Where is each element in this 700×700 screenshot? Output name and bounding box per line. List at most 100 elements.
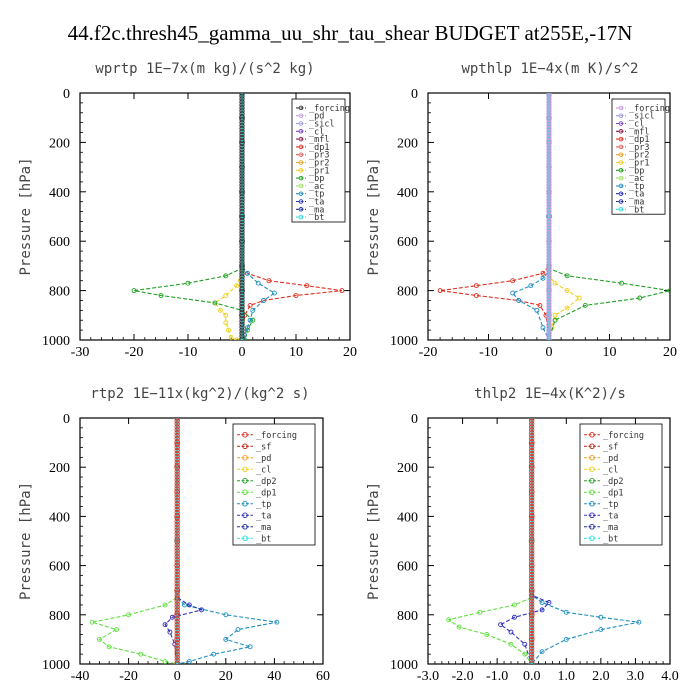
zero-line-marker <box>546 285 552 292</box>
series-marker <box>456 624 462 630</box>
zero-line-marker <box>529 610 535 616</box>
series-marker <box>563 609 569 615</box>
legend-marker <box>589 443 595 450</box>
legend-label: _bt <box>629 205 644 215</box>
zero-line-marker <box>174 530 180 536</box>
legend-marker <box>589 489 595 496</box>
series-marker <box>508 629 514 635</box>
legend-marker <box>298 191 304 196</box>
zero-line-marker <box>529 480 535 486</box>
series-line-tp <box>241 93 276 340</box>
series-marker <box>563 636 569 642</box>
chart-panel-2: wpthlp 1E−4x(m K)/s^2 Pressure [hPa] -20 -1… <box>366 61 677 360</box>
zero-line-marker <box>529 654 535 660</box>
zero-line-marker <box>529 433 535 439</box>
legend-label: _dp2 <box>256 477 276 487</box>
y-tick-label: 400 <box>49 510 70 525</box>
y-tick-label: 0 <box>411 412 418 427</box>
zero-line-marker <box>529 500 535 507</box>
zero-line-marker <box>529 565 535 572</box>
zero-line-marker <box>546 303 552 310</box>
series-marker <box>522 641 528 647</box>
zero-line-marker <box>529 486 535 492</box>
series-marker <box>126 612 132 618</box>
zero-line-marker <box>529 636 535 643</box>
zero-line-marker <box>239 111 245 117</box>
zero-line-marker <box>529 559 535 566</box>
zero-line-marker <box>239 259 245 265</box>
legend-label: _pr1 <box>309 166 329 176</box>
series-marker <box>667 288 670 294</box>
zero-line-marker <box>546 128 552 135</box>
zero-line-marker <box>529 424 535 430</box>
zero-line-marker <box>546 137 552 144</box>
legend-label: _ac <box>629 174 644 184</box>
zero-line-marker <box>174 621 180 628</box>
zero-line-marker <box>174 438 180 445</box>
panel-title: rtp2 1E−11x(kg^2)/(kg^2 s) <box>90 386 309 402</box>
x-tick-label: 20 <box>343 345 357 360</box>
zero-line-marker <box>546 194 552 200</box>
x-tick-label: 0 <box>174 669 181 684</box>
series-marker <box>552 280 558 286</box>
zero-line-marker <box>546 173 552 179</box>
zero-line-marker <box>529 639 535 646</box>
zero-line-marker <box>529 418 535 421</box>
series-marker <box>484 632 490 637</box>
series-marker <box>106 644 112 650</box>
legend-marker <box>618 191 624 196</box>
y-tick-label: 200 <box>49 136 70 151</box>
zero-line-marker <box>174 598 180 604</box>
zero-line-marker <box>239 291 245 298</box>
x-tick-label: -40 <box>71 669 90 684</box>
legend-marker <box>618 199 624 204</box>
legend-label: _forcing <box>309 104 350 114</box>
series-marker <box>162 602 168 608</box>
zero-line-marker <box>546 99 552 105</box>
zero-line-marker <box>239 214 245 221</box>
legend-label: _bt <box>256 534 271 544</box>
y-tick-label: 800 <box>49 609 70 624</box>
series-marker <box>255 280 261 286</box>
zero-line-marker <box>529 545 535 551</box>
legend-label: _cl <box>309 127 324 137</box>
zero-line-marker <box>546 241 552 247</box>
zero-line-marker <box>239 274 245 280</box>
zero-line-marker <box>529 533 535 539</box>
y-tick-label: 400 <box>397 186 418 201</box>
zero-line-marker <box>174 574 180 581</box>
zero-line-marker <box>239 108 245 114</box>
series-marker <box>539 649 545 655</box>
x-tick-label: -2.0 <box>451 669 473 684</box>
series-marker <box>242 337 248 340</box>
zero-line-marker <box>529 598 535 604</box>
zero-line-marker <box>546 185 552 191</box>
zero-line-marker <box>529 660 535 664</box>
panel-title: wprtp 1E−7x(m kg)/(s^2 kg) <box>95 61 314 77</box>
zero-line-marker <box>174 450 180 457</box>
zero-line-marker <box>529 557 535 563</box>
zero-line-marker <box>546 265 552 271</box>
zero-line-marker <box>529 495 535 501</box>
zero-line-marker <box>529 421 535 427</box>
zero-line-marker <box>546 247 552 253</box>
legend-label: _ta <box>309 198 324 208</box>
series-marker <box>598 614 604 620</box>
zero-line-marker <box>239 217 245 224</box>
zero-line-marker <box>239 268 245 274</box>
series-marker <box>540 275 546 281</box>
series-marker <box>271 290 277 296</box>
zero-line-marker <box>174 495 180 501</box>
zero-line-marker <box>546 306 552 313</box>
zero-line-marker <box>529 536 535 542</box>
zero-line-marker <box>529 589 535 595</box>
zero-line-marker <box>174 462 180 468</box>
series-marker <box>162 622 168 628</box>
zero-line-marker <box>174 418 180 421</box>
zero-line-marker <box>546 111 552 117</box>
series-marker <box>539 600 545 605</box>
y-tick-label: 600 <box>397 560 418 575</box>
series-marker <box>223 320 229 326</box>
zero-line-marker <box>239 131 245 138</box>
zero-line-marker <box>174 480 180 486</box>
